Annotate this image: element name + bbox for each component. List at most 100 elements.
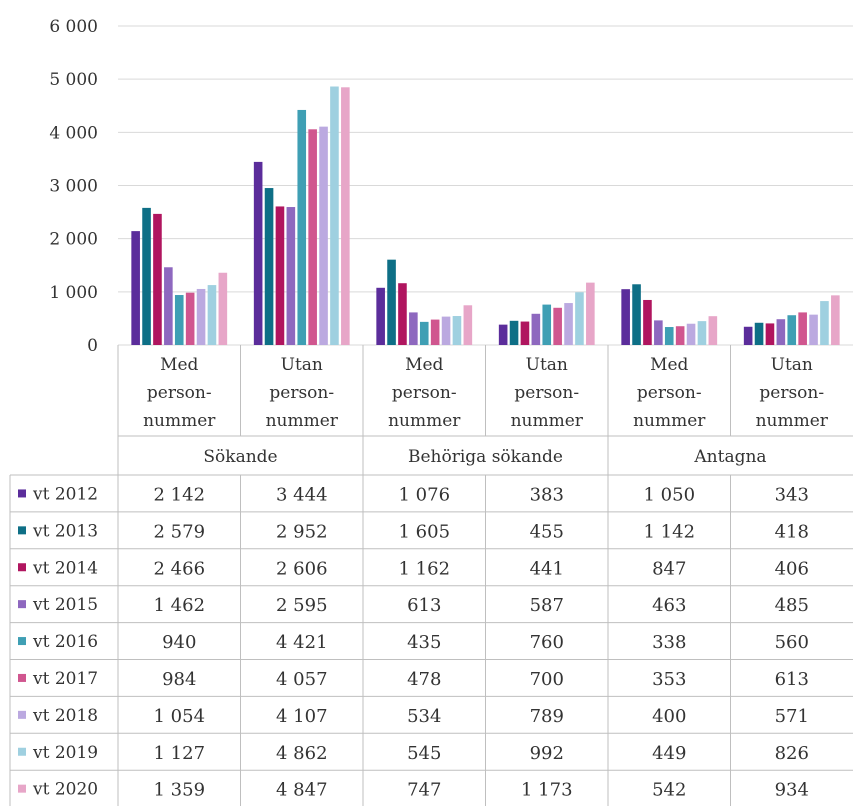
legend-label: vt 2015 [32, 595, 98, 615]
legend-swatch [18, 710, 26, 719]
legend-label: vt 2013 [32, 521, 98, 541]
legend-label: vt 2014 [32, 558, 98, 578]
bar [297, 109, 307, 345]
bar [218, 272, 228, 345]
bar [264, 188, 274, 345]
bar [275, 206, 285, 345]
legend-label: vt 2018 [32, 706, 98, 726]
data-label: 934 [775, 780, 809, 801]
data-label: 826 [775, 743, 809, 764]
bar [654, 320, 663, 345]
bar [398, 283, 407, 345]
bar [441, 316, 451, 345]
data-label: 534 [407, 706, 441, 727]
bar [430, 319, 440, 345]
data-label: 2 595 [276, 595, 328, 616]
bar [308, 129, 317, 345]
legend-swatch [18, 600, 26, 609]
category-label: person- [637, 383, 702, 403]
bar [509, 320, 519, 345]
legend-swatch [18, 747, 26, 756]
data-label: 940 [162, 632, 196, 653]
bar [131, 231, 140, 345]
bar [286, 207, 296, 345]
group-label: Sökande [203, 447, 277, 467]
category-label: person- [269, 383, 334, 403]
bar [341, 87, 350, 345]
legend-label: vt 2016 [32, 632, 98, 652]
y-tick-label: 0 [87, 336, 98, 356]
data-label: 1 142 [643, 521, 695, 542]
data-label: 760 [530, 632, 564, 653]
legend-swatch [18, 637, 26, 646]
category-label: nummer [511, 411, 584, 431]
category-label: Utan [281, 355, 323, 375]
bar [463, 305, 473, 345]
data-label: 4 421 [276, 632, 328, 653]
bar [776, 319, 786, 345]
data-label: 1 127 [153, 743, 205, 764]
data-label: 545 [407, 743, 441, 764]
data-label: 4 057 [276, 669, 328, 690]
bar [174, 295, 184, 345]
data-label: 4 862 [276, 743, 328, 764]
data-label: 2 952 [276, 521, 328, 542]
category-label: person- [392, 383, 457, 403]
y-tick-label: 3 000 [49, 177, 98, 197]
category-label: Med [160, 355, 198, 375]
bar [831, 295, 840, 345]
category-label: nummer [388, 411, 461, 431]
data-label: 2 466 [153, 558, 205, 579]
y-tick-label: 1 000 [49, 283, 98, 303]
data-label: 1 050 [643, 484, 695, 505]
bar [185, 292, 195, 345]
data-label: 418 [775, 521, 809, 542]
category-label: Med [650, 355, 688, 375]
bar [820, 301, 829, 345]
category-label: nummer [633, 411, 706, 431]
category-label: person- [759, 383, 824, 403]
data-label: 4 107 [276, 706, 328, 727]
data-label: 613 [775, 669, 809, 690]
bar [542, 304, 552, 345]
bars [131, 86, 840, 346]
y-tick-label: 4 000 [49, 123, 98, 143]
legend-label: vt 2012 [32, 484, 98, 504]
data-label: 1 605 [398, 521, 450, 542]
bar [330, 86, 339, 346]
bar [376, 287, 385, 345]
bar [319, 126, 328, 345]
category-label: person- [147, 383, 212, 403]
group-label: Antagna [693, 447, 766, 467]
bar [632, 284, 641, 345]
y-axis: 0 1 000 2 000 3 000 4 000 5 000 6 000 [49, 17, 98, 356]
bar [207, 285, 217, 345]
data-label: 353 [652, 669, 686, 690]
bar [621, 289, 630, 345]
bar [452, 316, 462, 345]
data-label: 2 142 [153, 484, 205, 505]
bar [675, 326, 685, 345]
data-label: 383 [530, 484, 564, 505]
data-label: 449 [652, 743, 686, 764]
data-label: 3 444 [276, 484, 328, 505]
bar [253, 161, 263, 345]
bar [196, 288, 206, 345]
legend-swatch [18, 563, 26, 572]
data-label: 478 [407, 669, 441, 690]
legend-label: vt 2020 [32, 780, 98, 800]
data-label: 587 [530, 595, 564, 616]
data-label: 4 847 [276, 780, 328, 801]
bar [142, 207, 151, 345]
bar [664, 327, 674, 345]
bar [164, 267, 173, 345]
data-label: 2 606 [276, 558, 328, 579]
category-label: nummer [143, 411, 216, 431]
y-tick-label: 5 000 [49, 70, 98, 90]
bar [787, 315, 797, 345]
category-label: nummer [266, 411, 339, 431]
category-label: person- [514, 383, 579, 403]
data-label: 571 [775, 706, 809, 727]
category-label: Utan [771, 355, 813, 375]
